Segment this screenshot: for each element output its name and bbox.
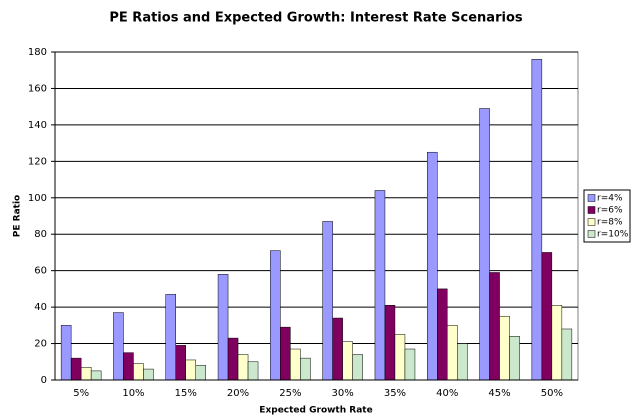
bar bbox=[427, 151, 438, 381]
x-tick-label: 30% bbox=[332, 388, 354, 399]
bar bbox=[123, 352, 134, 381]
y-tick-label: 80 bbox=[34, 229, 47, 240]
y-tick-label: 20 bbox=[34, 339, 47, 350]
y-tick-label: 120 bbox=[28, 156, 47, 167]
y-tick-label: 0 bbox=[41, 375, 47, 386]
bar bbox=[113, 312, 124, 381]
bar bbox=[374, 190, 386, 381]
legend-swatch bbox=[587, 218, 596, 226]
bar bbox=[175, 345, 186, 381]
x-tick-label: 50% bbox=[541, 388, 563, 399]
bar bbox=[143, 368, 154, 381]
y-tick-label: 140 bbox=[28, 120, 47, 131]
bar bbox=[509, 336, 520, 381]
y-tick-label: 160 bbox=[28, 83, 47, 94]
x-tick-label: 25% bbox=[279, 388, 301, 399]
y-tick-label: 60 bbox=[34, 266, 47, 277]
bar bbox=[185, 359, 196, 381]
bar bbox=[499, 315, 510, 381]
bar bbox=[551, 305, 563, 381]
bar bbox=[237, 354, 249, 381]
bar bbox=[394, 334, 406, 381]
legend-label: r=4% bbox=[597, 194, 623, 204]
bar bbox=[70, 357, 82, 381]
x-tick-label: 20% bbox=[227, 388, 249, 399]
legend-swatch bbox=[587, 230, 596, 238]
bar bbox=[195, 365, 206, 381]
bar bbox=[561, 328, 573, 381]
y-axis-title: PE Ratio bbox=[13, 195, 23, 237]
x-tick-label: 5% bbox=[73, 388, 89, 399]
bar bbox=[247, 361, 259, 381]
bar bbox=[384, 305, 396, 381]
y-tick-label: 180 bbox=[28, 47, 47, 58]
bar bbox=[332, 317, 343, 381]
bar bbox=[404, 348, 416, 381]
bar bbox=[447, 325, 458, 381]
legend-label: r=6% bbox=[597, 206, 623, 216]
bar bbox=[227, 337, 239, 381]
x-tick-label: 40% bbox=[436, 388, 458, 399]
bar bbox=[270, 250, 281, 381]
bar bbox=[300, 357, 311, 381]
bar bbox=[489, 272, 500, 381]
bar bbox=[352, 354, 363, 381]
bar bbox=[217, 274, 229, 381]
x-tick-label: 45% bbox=[488, 388, 510, 399]
bar bbox=[165, 294, 176, 381]
bar bbox=[479, 108, 490, 381]
legend-swatch bbox=[587, 206, 596, 214]
x-axis-title: Expected Growth Rate bbox=[259, 406, 372, 416]
bar bbox=[457, 343, 468, 381]
x-tick-label: 15% bbox=[175, 388, 197, 399]
legend-swatch bbox=[587, 194, 596, 202]
bar bbox=[290, 348, 301, 381]
x-tick-label: 10% bbox=[122, 388, 144, 399]
bar bbox=[60, 325, 72, 381]
bar bbox=[80, 366, 92, 381]
bar bbox=[531, 59, 543, 381]
y-tick-label: 40 bbox=[34, 302, 47, 313]
bar bbox=[90, 370, 102, 381]
bar bbox=[342, 341, 353, 381]
bar bbox=[133, 363, 144, 381]
y-tick-label: 100 bbox=[28, 193, 47, 204]
bar bbox=[280, 326, 291, 381]
bar bbox=[437, 288, 448, 381]
legend-label: r=8% bbox=[597, 218, 623, 228]
legend-label: r=10% bbox=[597, 230, 629, 240]
bar bbox=[541, 252, 553, 381]
x-tick-label: 35% bbox=[384, 388, 406, 399]
bar bbox=[322, 221, 333, 381]
chart-title: PE Ratios and Expected Growth: Interest … bbox=[109, 11, 522, 26]
